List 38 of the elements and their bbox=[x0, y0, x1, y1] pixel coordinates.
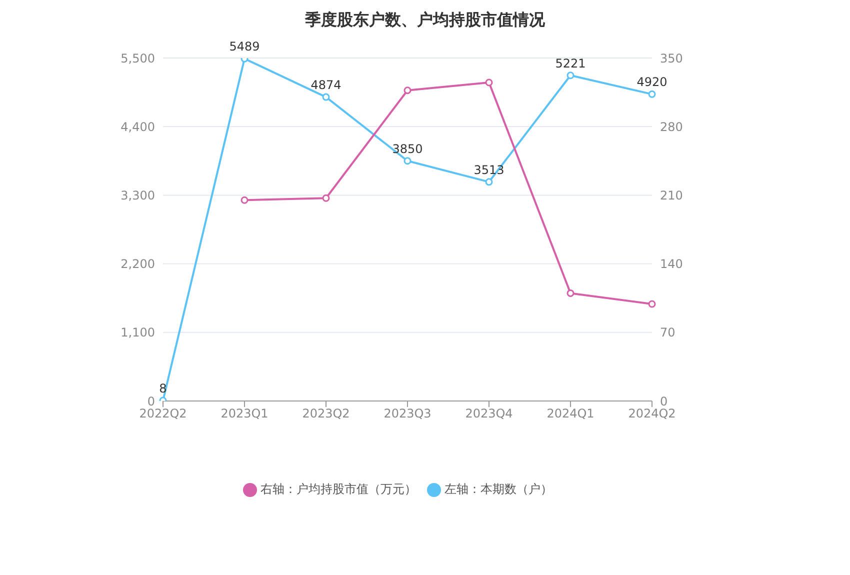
point bbox=[240, 196, 248, 204]
point bbox=[566, 72, 574, 80]
data-label: 5221 bbox=[555, 56, 586, 70]
x-tick-label: 2024Q1 bbox=[546, 406, 594, 421]
point bbox=[566, 289, 574, 297]
chart-title: 季度股东户数、户均持股市值情况 bbox=[304, 9, 546, 31]
y2-tick-label: 70 bbox=[660, 326, 676, 340]
legend-label: 左轴：本期数（户） bbox=[444, 482, 552, 496]
data-label: 5489 bbox=[229, 40, 260, 54]
point bbox=[322, 93, 330, 101]
y-tick-label: 5,500 bbox=[120, 51, 155, 66]
point bbox=[648, 90, 656, 98]
data-label: 4874 bbox=[310, 78, 342, 92]
y2-tick-label: 210 bbox=[660, 188, 683, 202]
x-tick-label: 2022Q2 bbox=[139, 406, 187, 421]
point bbox=[322, 194, 330, 202]
y-tick-label: 4,400 bbox=[120, 120, 155, 134]
data-label: 4920 bbox=[636, 75, 668, 90]
y-tick-label: 0 bbox=[147, 394, 155, 408]
point bbox=[404, 157, 412, 165]
y2-tick-label: 0 bbox=[660, 394, 668, 408]
y-tick-label: 2,200 bbox=[120, 257, 155, 272]
x-tick-label: 2023Q1 bbox=[220, 406, 268, 421]
y2-tick-label: 350 bbox=[660, 51, 683, 66]
data-label: 3850 bbox=[392, 142, 423, 156]
x-tick-label: 2023Q2 bbox=[302, 406, 350, 421]
x-tick-label: 2023Q4 bbox=[465, 406, 513, 421]
y2-tick-label: 280 bbox=[660, 120, 683, 134]
point bbox=[404, 86, 412, 94]
y-tick-label: 3,300 bbox=[120, 188, 155, 202]
x-tick-label: 2023Q3 bbox=[384, 406, 432, 421]
point bbox=[485, 78, 493, 86]
y2-tick-label: 140 bbox=[660, 257, 683, 272]
point bbox=[485, 178, 493, 186]
x-tick-label: 2024Q2 bbox=[628, 406, 676, 421]
legend-label: 右轴：户均持股市值（万元） bbox=[260, 482, 416, 496]
point bbox=[648, 300, 656, 308]
y-tick-label: 1,100 bbox=[120, 326, 155, 340]
